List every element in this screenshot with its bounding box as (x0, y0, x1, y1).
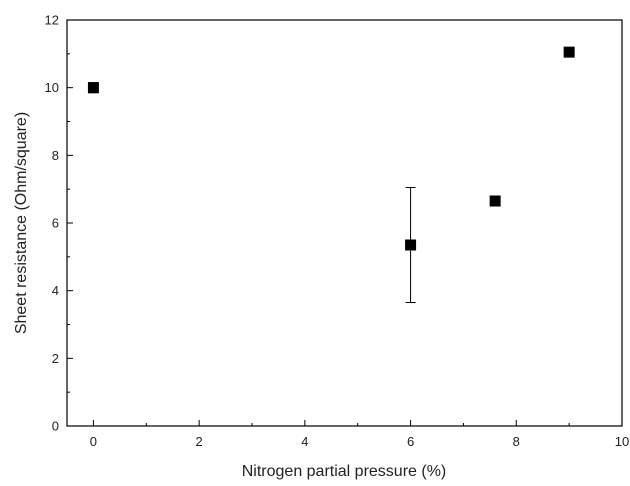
x-axis-title: Nitrogen partial pressure (%) (242, 463, 447, 480)
x-tick-label: 8 (513, 434, 520, 449)
data-point (563, 46, 575, 58)
x-tick-label: 4 (301, 434, 308, 449)
data-series (87, 46, 575, 304)
y-tick-label: 10 (45, 80, 59, 95)
data-point (489, 195, 501, 207)
y-axis: 0 2 4 6 8 10 12 (45, 13, 73, 434)
point-marker (87, 82, 99, 94)
y-tick-label: 0 (52, 419, 59, 434)
x-axis: 0 2 4 6 8 10 (90, 420, 629, 449)
data-point (87, 82, 99, 94)
y-tick-label: 4 (52, 283, 59, 298)
x-tick-label: 2 (196, 434, 203, 449)
x-tick-label: 10 (615, 434, 629, 449)
y-axis-title: Sheet resistance (Ohm/square) (13, 112, 30, 334)
data-point (405, 186, 417, 304)
x-tick-label: 6 (407, 434, 414, 449)
y-tick-label: 12 (45, 13, 59, 28)
point-marker (405, 239, 417, 251)
plot-frame (66, 19, 623, 427)
y-tick-label: 2 (52, 351, 59, 366)
y-tick-label: 8 (52, 148, 59, 163)
y-tick-label: 6 (52, 216, 59, 231)
point-marker (563, 46, 575, 58)
point-marker (489, 195, 501, 207)
x-tick-label: 0 (90, 434, 97, 449)
